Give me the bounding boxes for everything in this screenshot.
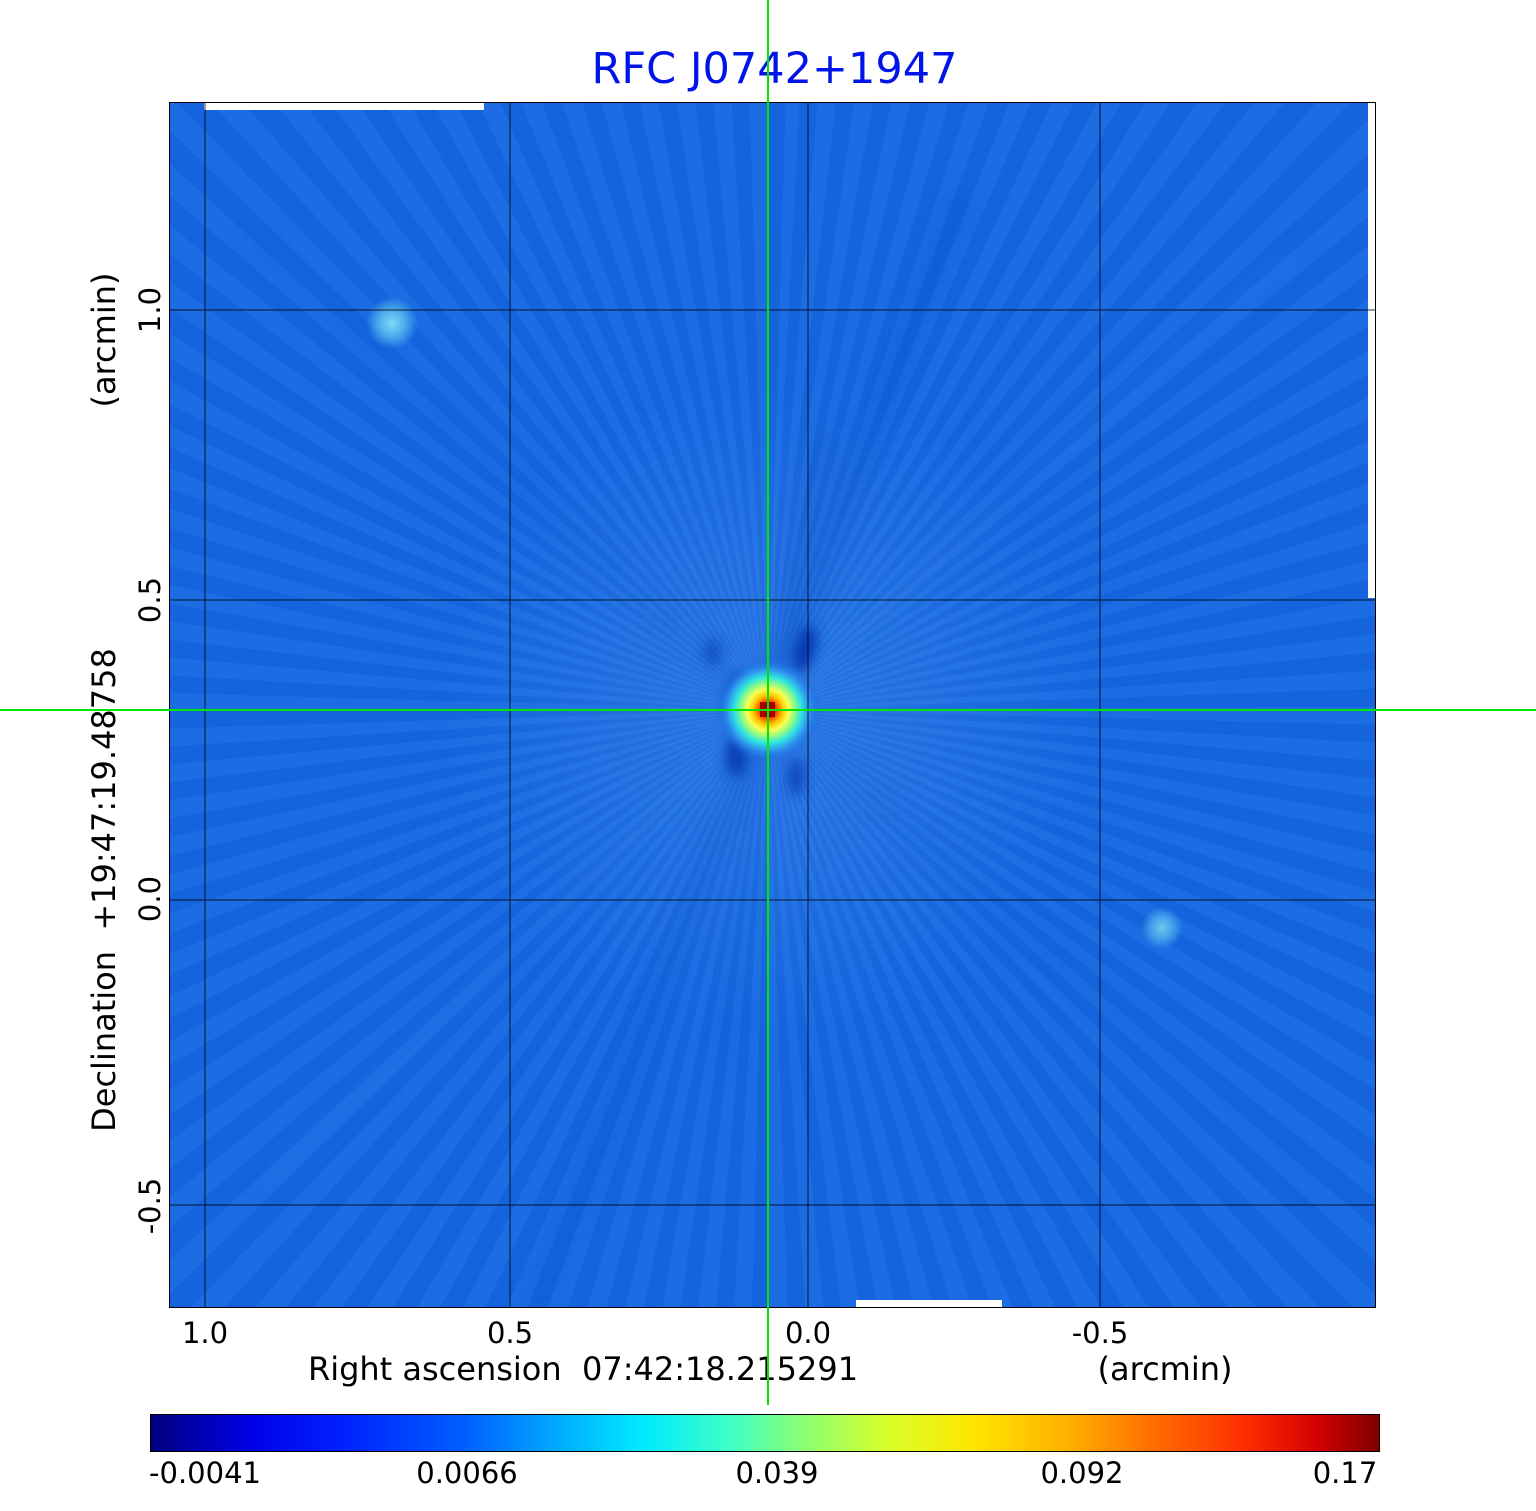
colorbar-tick-4: 0.092 — [1040, 1456, 1124, 1490]
map-canvas — [170, 103, 1375, 1307]
plot-title: RFC J0742+1947 — [591, 44, 958, 94]
x-tick-1p0: 1.0 — [181, 1316, 229, 1350]
faint-source-northwest — [366, 297, 418, 349]
x-tick-0p5: 0.5 — [486, 1316, 534, 1350]
colorbar-tick-1: -0.0041 — [149, 1456, 261, 1490]
crosshair-horizontal-line — [0, 709, 1536, 711]
colorbar-tick-5: 0.17 — [1312, 1456, 1378, 1490]
crosshair-vertical-line — [767, 0, 769, 1405]
colorbar — [150, 1414, 1380, 1452]
faint-source-east — [1141, 907, 1183, 949]
diffraction-rays — [246, 192, 1334, 1307]
colorbar-tick-3: 0.039 — [735, 1456, 819, 1490]
coordinate-grid — [170, 103, 1375, 1307]
y-tick-neg0p5: -0.5 — [133, 1177, 167, 1235]
x-tick-0p0: 0.0 — [784, 1316, 832, 1350]
y-tick-0p5: 0.5 — [133, 576, 167, 624]
blank-edge-strips — [204, 103, 1375, 1307]
y-tick-1p0: 1.0 — [133, 286, 167, 334]
x-axis-label: Right ascension 07:42:18.215291 — [307, 1350, 859, 1388]
x-tick-neg0p5: -0.5 — [1071, 1316, 1129, 1350]
sky-map — [169, 102, 1376, 1308]
colorbar-tick-2: 0.0066 — [416, 1456, 518, 1490]
y-axis-label: Declination +19:47:19.48758 — [85, 648, 123, 1132]
y-axis-unit: (arcmin) — [85, 272, 123, 408]
x-axis-unit: (arcmin) — [1097, 1350, 1233, 1388]
y-tick-0p0: 0.0 — [133, 875, 167, 923]
